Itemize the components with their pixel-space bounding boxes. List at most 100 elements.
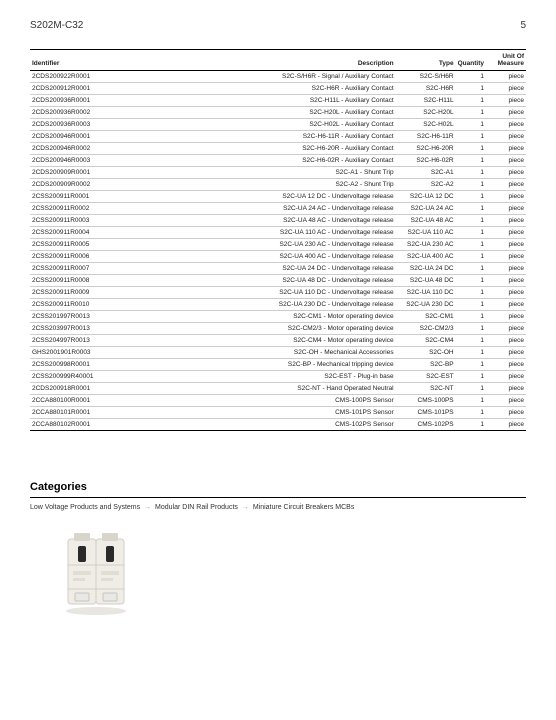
cell-description: S2C-UA 230 DC - Undervoltage release	[120, 299, 396, 311]
cell-description: S2C-H02L - Auxiliary Contact	[120, 119, 396, 131]
cell-identifier: 2CDS200922R0001	[30, 71, 120, 83]
cell-type: S2C-A2	[396, 179, 456, 191]
cell-uom: piece	[486, 167, 526, 179]
cell-type: S2C-H20L	[396, 107, 456, 119]
cell-uom: piece	[486, 323, 526, 335]
cell-uom: piece	[486, 239, 526, 251]
cell-quantity: 1	[456, 287, 486, 299]
accessories-table: Identifier Description Type Quantity Uni…	[30, 49, 526, 431]
cell-description: S2C-UA 12 DC - Undervoltage release	[120, 191, 396, 203]
cell-identifier: 2CSS200911R0009	[30, 287, 120, 299]
cell-type: S2C-H6-02R	[396, 155, 456, 167]
cell-uom: piece	[486, 191, 526, 203]
cell-uom: piece	[486, 203, 526, 215]
cell-uom: piece	[486, 263, 526, 275]
cell-type: S2C-H02L	[396, 119, 456, 131]
cell-type: S2C-UA 230 AC	[396, 239, 456, 251]
cell-description: S2C-H6-11R - Auxiliary Contact	[120, 131, 396, 143]
table-row: GHS2001901R0003S2C-OH - Mechanical Acces…	[30, 347, 526, 359]
cell-uom: piece	[486, 395, 526, 407]
cell-type: S2C-H6-20R	[396, 143, 456, 155]
cell-type: S2C-CM4	[396, 335, 456, 347]
table-row: 2CDS200936R0001S2C-H11L - Auxiliary Cont…	[30, 95, 526, 107]
cell-identifier: 2CDS200936R0001	[30, 95, 120, 107]
cell-description: S2C-H20L - Auxiliary Contact	[120, 107, 396, 119]
cell-description: S2C-CM2/3 - Motor operating device	[120, 323, 396, 335]
cell-quantity: 1	[456, 203, 486, 215]
cell-uom: piece	[486, 119, 526, 131]
cell-uom: piece	[486, 359, 526, 371]
cell-identifier: 2CSS201997R0013	[30, 311, 120, 323]
table-row: 2CSS200911R0008S2C-UA 48 DC - Undervolta…	[30, 275, 526, 287]
cell-description: S2C-UA 110 AC - Undervoltage release	[120, 227, 396, 239]
table-row: 2CDS200946R0001S2C-H6-11R - Auxiliary Co…	[30, 131, 526, 143]
cell-description: S2C-H6-02R - Auxiliary Contact	[120, 155, 396, 167]
cell-quantity: 1	[456, 383, 486, 395]
cell-uom: piece	[486, 287, 526, 299]
table-row: 2CDS200946R0002S2C-H6-20R - Auxiliary Co…	[30, 143, 526, 155]
table-header-row: Identifier Description Type Quantity Uni…	[30, 50, 526, 71]
cell-uom: piece	[486, 83, 526, 95]
cell-uom: piece	[486, 311, 526, 323]
table-row: 2CDS200909R0001S2C-A1 - Shunt TripS2C-A1…	[30, 167, 526, 179]
table-row: 2CCA880102R0001CMS-102PS SensorCMS-102PS…	[30, 419, 526, 431]
cell-uom: piece	[486, 179, 526, 191]
cell-description: S2C-A2 - Shunt Trip	[120, 179, 396, 191]
cell-quantity: 1	[456, 323, 486, 335]
table-row: 2CSS200911R0009S2C-UA 110 DC - Undervolt…	[30, 287, 526, 299]
cell-identifier: 2CSS200911R0005	[30, 239, 120, 251]
cell-type: S2C-UA 230 DC	[396, 299, 456, 311]
cell-identifier: 2CDS200946R0001	[30, 131, 120, 143]
breadcrumb: Low Voltage Products and Systems → Modul…	[30, 504, 526, 511]
cell-quantity: 1	[456, 311, 486, 323]
cell-type: S2C-CM1	[396, 311, 456, 323]
breadcrumb-item: Modular DIN Rail Products	[155, 504, 238, 511]
cell-identifier: 2CSS200911R0007	[30, 263, 120, 275]
table-row: 2CDS200912R0001S2C-H6R - Auxiliary Conta…	[30, 83, 526, 95]
cell-quantity: 1	[456, 95, 486, 107]
table-row: 2CCA880100R0001CMS-100PS SensorCMS-100PS…	[30, 395, 526, 407]
col-uom: Unit Of Measure	[486, 50, 526, 71]
col-type: Type	[396, 50, 456, 71]
cell-identifier: 2CDS200936R0002	[30, 107, 120, 119]
cell-uom: piece	[486, 335, 526, 347]
cell-description: CMS-102PS Sensor	[120, 419, 396, 431]
table-row: 2CDS200946R0003S2C-H6-02R - Auxiliary Co…	[30, 155, 526, 167]
col-identifier: Identifier	[30, 50, 120, 71]
cell-quantity: 1	[456, 395, 486, 407]
cell-description: S2C-OH - Mechanical Accessories	[120, 347, 396, 359]
cell-quantity: 1	[456, 131, 486, 143]
cell-uom: piece	[486, 155, 526, 167]
cell-description: S2C-NT - Hand Operated Neutral	[120, 383, 396, 395]
cell-quantity: 1	[456, 119, 486, 131]
cell-uom: piece	[486, 215, 526, 227]
cell-uom: piece	[486, 371, 526, 383]
cell-type: S2C-UA 24 AC	[396, 203, 456, 215]
cell-description: S2C-UA 48 AC - Undervoltage release	[120, 215, 396, 227]
cell-identifier: 2CDS200936R0003	[30, 119, 120, 131]
table-row: 2CSS200911R0010S2C-UA 230 DC - Undervolt…	[30, 299, 526, 311]
cell-type: S2C-UA 12 DC	[396, 191, 456, 203]
cell-type: S2C-BP	[396, 359, 456, 371]
cell-identifier: GHS2001901R0003	[30, 347, 120, 359]
cell-uom: piece	[486, 419, 526, 431]
cell-quantity: 1	[456, 419, 486, 431]
cell-quantity: 1	[456, 167, 486, 179]
cell-description: S2C-H6-20R - Auxiliary Contact	[120, 143, 396, 155]
table-row: 2CSS200999R40001S2C-EST - Plug-in baseS2…	[30, 371, 526, 383]
cell-description: S2C-H6R - Auxiliary Contact	[120, 83, 396, 95]
table-row: 2CSS204997R0013S2C-CM4 - Motor operating…	[30, 335, 526, 347]
col-quantity: Quantity	[456, 50, 486, 71]
page-number: 5	[520, 20, 526, 31]
table-row: 2CDS200936R0003S2C-H02L - Auxiliary Cont…	[30, 119, 526, 131]
table-row: 2CDS200922R0001S2C-S/H6R - Signal / Auxi…	[30, 71, 526, 83]
table-row: 2CSS200911R0007S2C-UA 24 DC - Undervolta…	[30, 263, 526, 275]
cell-description: S2C-UA 48 DC - Undervoltage release	[120, 275, 396, 287]
cell-quantity: 1	[456, 191, 486, 203]
cell-type: CMS-100PS	[396, 395, 456, 407]
cell-identifier: 2CDS200909R0001	[30, 167, 120, 179]
table-row: 2CSS203997R0013S2C-CM2/3 - Motor operati…	[30, 323, 526, 335]
table-row: 2CSS200911R0003S2C-UA 48 AC - Undervolta…	[30, 215, 526, 227]
cell-identifier: 2CCA880100R0001	[30, 395, 120, 407]
table-row: 2CCA880101R0001CMS-101PS SensorCMS-101PS…	[30, 407, 526, 419]
